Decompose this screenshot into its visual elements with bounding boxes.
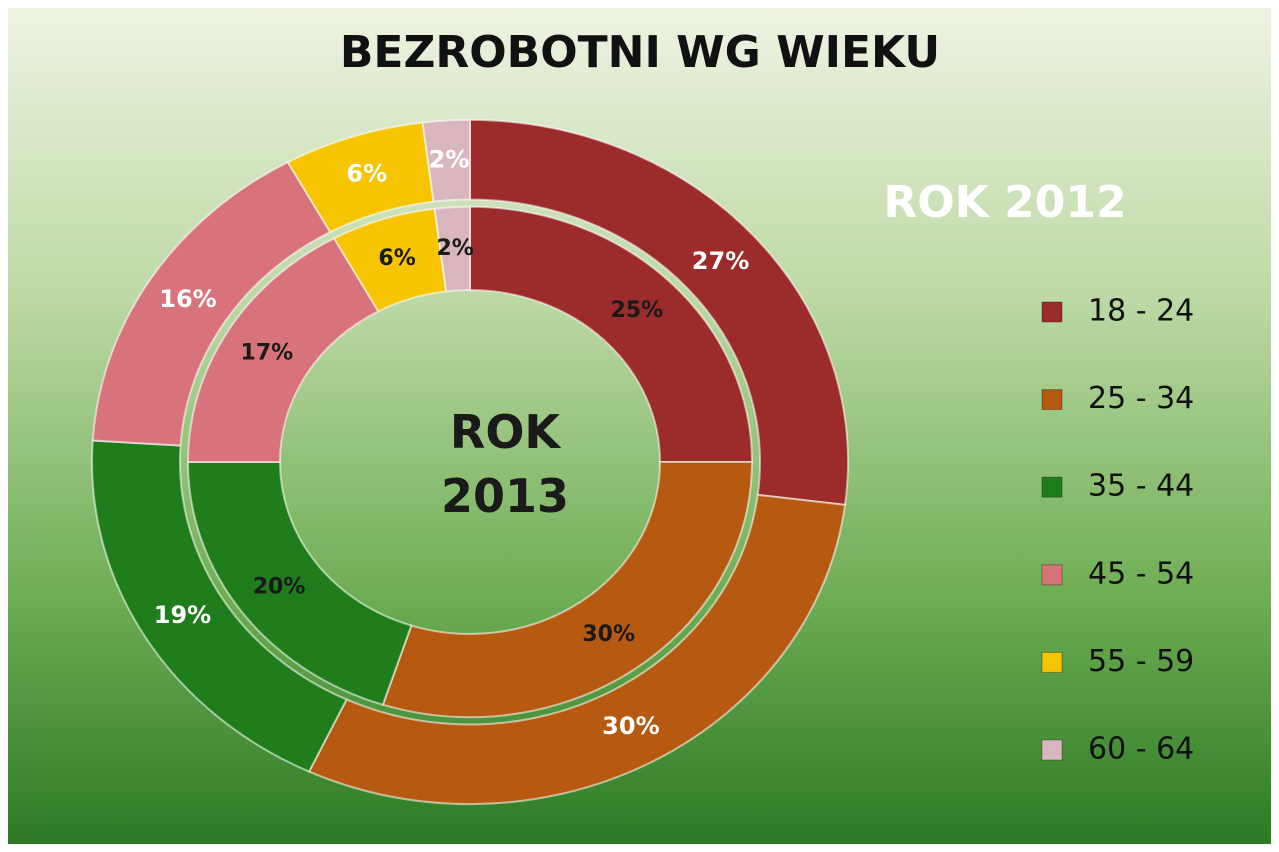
legend-label: 18 - 24	[1088, 294, 1194, 329]
donut-slice	[421, 118, 471, 203]
data-label: 6%	[346, 160, 387, 188]
legend-label: 45 - 54	[1088, 556, 1194, 591]
legend-marker	[1041, 651, 1063, 673]
legend-marker	[1041, 476, 1063, 498]
legend-label: 25 - 34	[1088, 381, 1194, 416]
data-label: 6%	[378, 246, 415, 271]
legend-label: 60 - 64	[1088, 732, 1194, 767]
data-label: 25%	[611, 298, 664, 323]
data-label: 16%	[159, 285, 216, 313]
donut-slice	[186, 461, 413, 706]
data-label: 30%	[602, 712, 659, 740]
donut-slice	[469, 205, 754, 463]
legend-label: 35 - 44	[1088, 469, 1194, 504]
data-label: 27%	[692, 247, 749, 275]
chart-title: BEZROBOTNI WG WIEKU	[340, 27, 940, 78]
donut-slice	[307, 493, 847, 806]
data-label: 2%	[437, 236, 474, 261]
donut-slice	[433, 205, 471, 293]
legend-marker	[1041, 301, 1063, 323]
legend-marker	[1041, 389, 1063, 411]
data-label: 17%	[241, 340, 294, 365]
data-label: 30%	[582, 622, 635, 647]
legend-label: 55 - 59	[1088, 644, 1194, 679]
inner-ring-label: ROK 2013	[440, 405, 570, 523]
donut-slice	[469, 118, 849, 506]
data-label: 19%	[154, 601, 211, 629]
legend-marker	[1041, 564, 1063, 586]
legend-marker	[1041, 739, 1063, 761]
donut-slice	[381, 461, 754, 719]
data-label: 20%	[253, 575, 306, 600]
outer-ring-label: ROK 2012	[883, 177, 1126, 228]
data-label: 2%	[429, 145, 470, 173]
